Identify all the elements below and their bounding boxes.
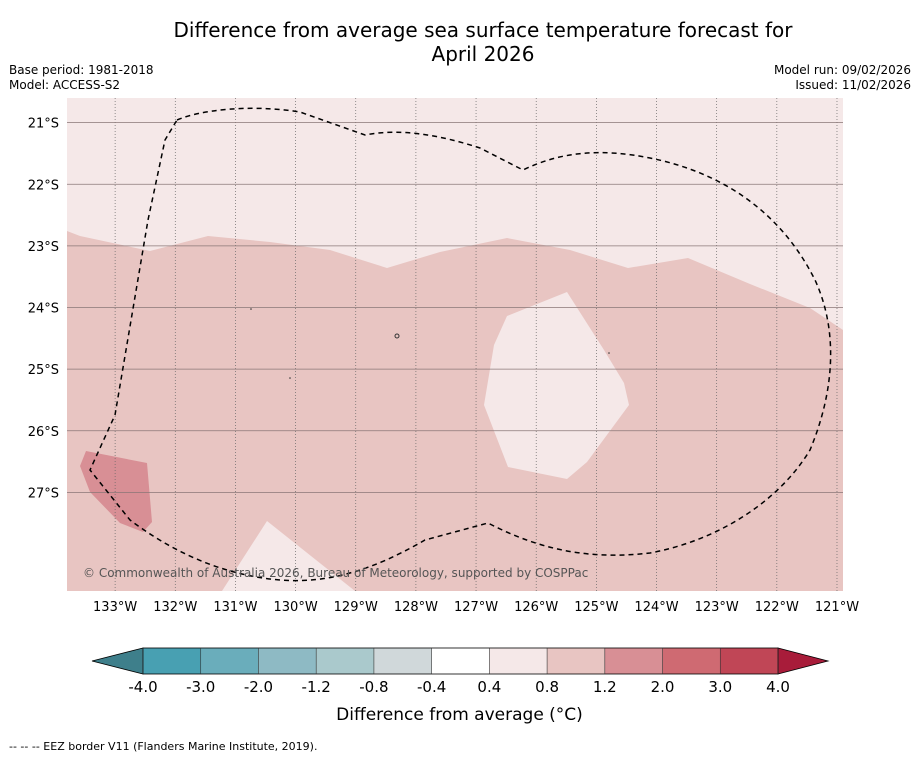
colorbar-tick-label: -2.0 — [244, 678, 273, 696]
colorbar-tick-label: -0.4 — [417, 678, 446, 696]
title-line-1: Difference from average sea surface temp… — [173, 18, 793, 42]
island-marker — [289, 377, 291, 379]
colorbar-tick-label: 3.0 — [708, 678, 732, 696]
colorbar-segment — [143, 648, 201, 674]
map-fill-layer — [67, 98, 843, 591]
colorbar-segment — [547, 648, 605, 674]
sst-anomaly-map: © Commonwealth of Australia 2026, Bureau… — [28, 98, 859, 696]
base-period: Base period: 1981-2018 — [9, 63, 154, 77]
anomaly-patch-1.2-2.0 — [80, 451, 152, 532]
colorbar-label: Difference from average (°C) — [336, 705, 583, 725]
colorbar-tick-label: -3.0 — [186, 678, 215, 696]
island-marker — [250, 308, 252, 310]
longitude-tick-label: 131°W — [213, 600, 257, 615]
colorbar-segment — [316, 648, 374, 674]
footnote: -- -- -- EEZ border V11 (Flanders Marine… — [9, 740, 318, 753]
meta-left: Base period: 1981-2018 Model: ACCESS-S2 — [9, 63, 154, 93]
longitude-tick-label: 125°W — [574, 600, 618, 615]
colorbar-tick-label: -4.0 — [128, 678, 157, 696]
island-marker — [394, 333, 400, 339]
issued-date: Issued: 11/02/2026 — [795, 78, 911, 92]
colorbar-segment — [200, 648, 259, 674]
colorbar-tick-label: 0.8 — [535, 678, 559, 696]
colorbar-segment — [258, 648, 317, 674]
longitude-tick-label: 122°W — [755, 600, 799, 615]
longitude-tick-label: 124°W — [634, 600, 678, 615]
longitude-tick-label: 127°W — [454, 600, 498, 615]
latitude-tick-label: 27°S — [28, 486, 59, 501]
longitude-tick-label: 130°W — [274, 600, 318, 615]
latitude-tick-label: 23°S — [28, 240, 59, 255]
colorbar-segment — [431, 648, 490, 674]
colorbar-segment — [373, 648, 432, 674]
colorbar-tick-label: 0.4 — [477, 678, 501, 696]
longitude-tick-label: 121°W — [815, 600, 859, 615]
colorbar: -4.0 -3.0 -2.0 -1.2 -0.8 -0.4 0.4 0.8 1.2 2.0 3.0 4… — [91, 647, 830, 696]
colorbar-segment — [604, 648, 663, 674]
latitude-tick-label: 22°S — [28, 178, 59, 193]
meta-right: Model run: 09/02/2026 Issued: 11/02/2026 — [774, 63, 911, 93]
colorbar-segment — [720, 648, 778, 674]
colorbar-tick-label: -1.2 — [302, 678, 331, 696]
longitude-tick-label: 126°W — [514, 600, 558, 615]
latitude-tick-label: 26°S — [28, 425, 59, 440]
longitude-tick-label: 133°W — [93, 600, 137, 615]
island-markers — [250, 308, 610, 379]
model-run: Model run: 09/02/2026 — [773, 63, 911, 77]
chart-title: Difference from average sea surface temp… — [0, 18, 919, 66]
longitude-tick-label: 128°W — [394, 600, 438, 615]
latitude-tick-label: 21°S — [28, 117, 59, 132]
copyright-text: © Commonwealth of Australia 2026, Bureau… — [83, 566, 588, 580]
latitude-tick-label: 25°S — [28, 363, 59, 378]
latitude-axis: 21°S 22°S 23°S 24°S 25°S 26°S 27°S — [28, 117, 59, 502]
colorbar-segment — [662, 648, 721, 674]
anomaly-patch-0.4-0.8 — [484, 292, 629, 479]
latitude-tick-label: 24°S — [28, 302, 59, 317]
longitude-tick-label: 132°W — [153, 600, 197, 615]
colorbar-tick-label: 4.0 — [766, 678, 790, 696]
model-name: Model: ACCESS-S2 — [9, 78, 121, 92]
anomaly-band-0.8-1.2 — [67, 231, 843, 591]
title-line-2: April 2026 — [431, 42, 535, 66]
colorbar-tick-label: 1.2 — [593, 678, 617, 696]
island-marker — [608, 352, 610, 354]
colorbar-tick-label: -0.8 — [359, 678, 388, 696]
longitude-tick-label: 123°W — [695, 600, 739, 615]
longitude-axis: 133°W 132°W 131°W 130°W 129°W 128°W 127°W 126°W… — [93, 600, 859, 615]
colorbar-tick-label: 2.0 — [651, 678, 675, 696]
gridlines — [67, 98, 843, 591]
longitude-tick-label: 129°W — [334, 600, 378, 615]
colorbar-segment — [489, 648, 548, 674]
colorbar-extend-low — [91, 647, 144, 675]
colorbar-extend-high — [777, 647, 830, 675]
eez-border — [89, 107, 832, 582]
